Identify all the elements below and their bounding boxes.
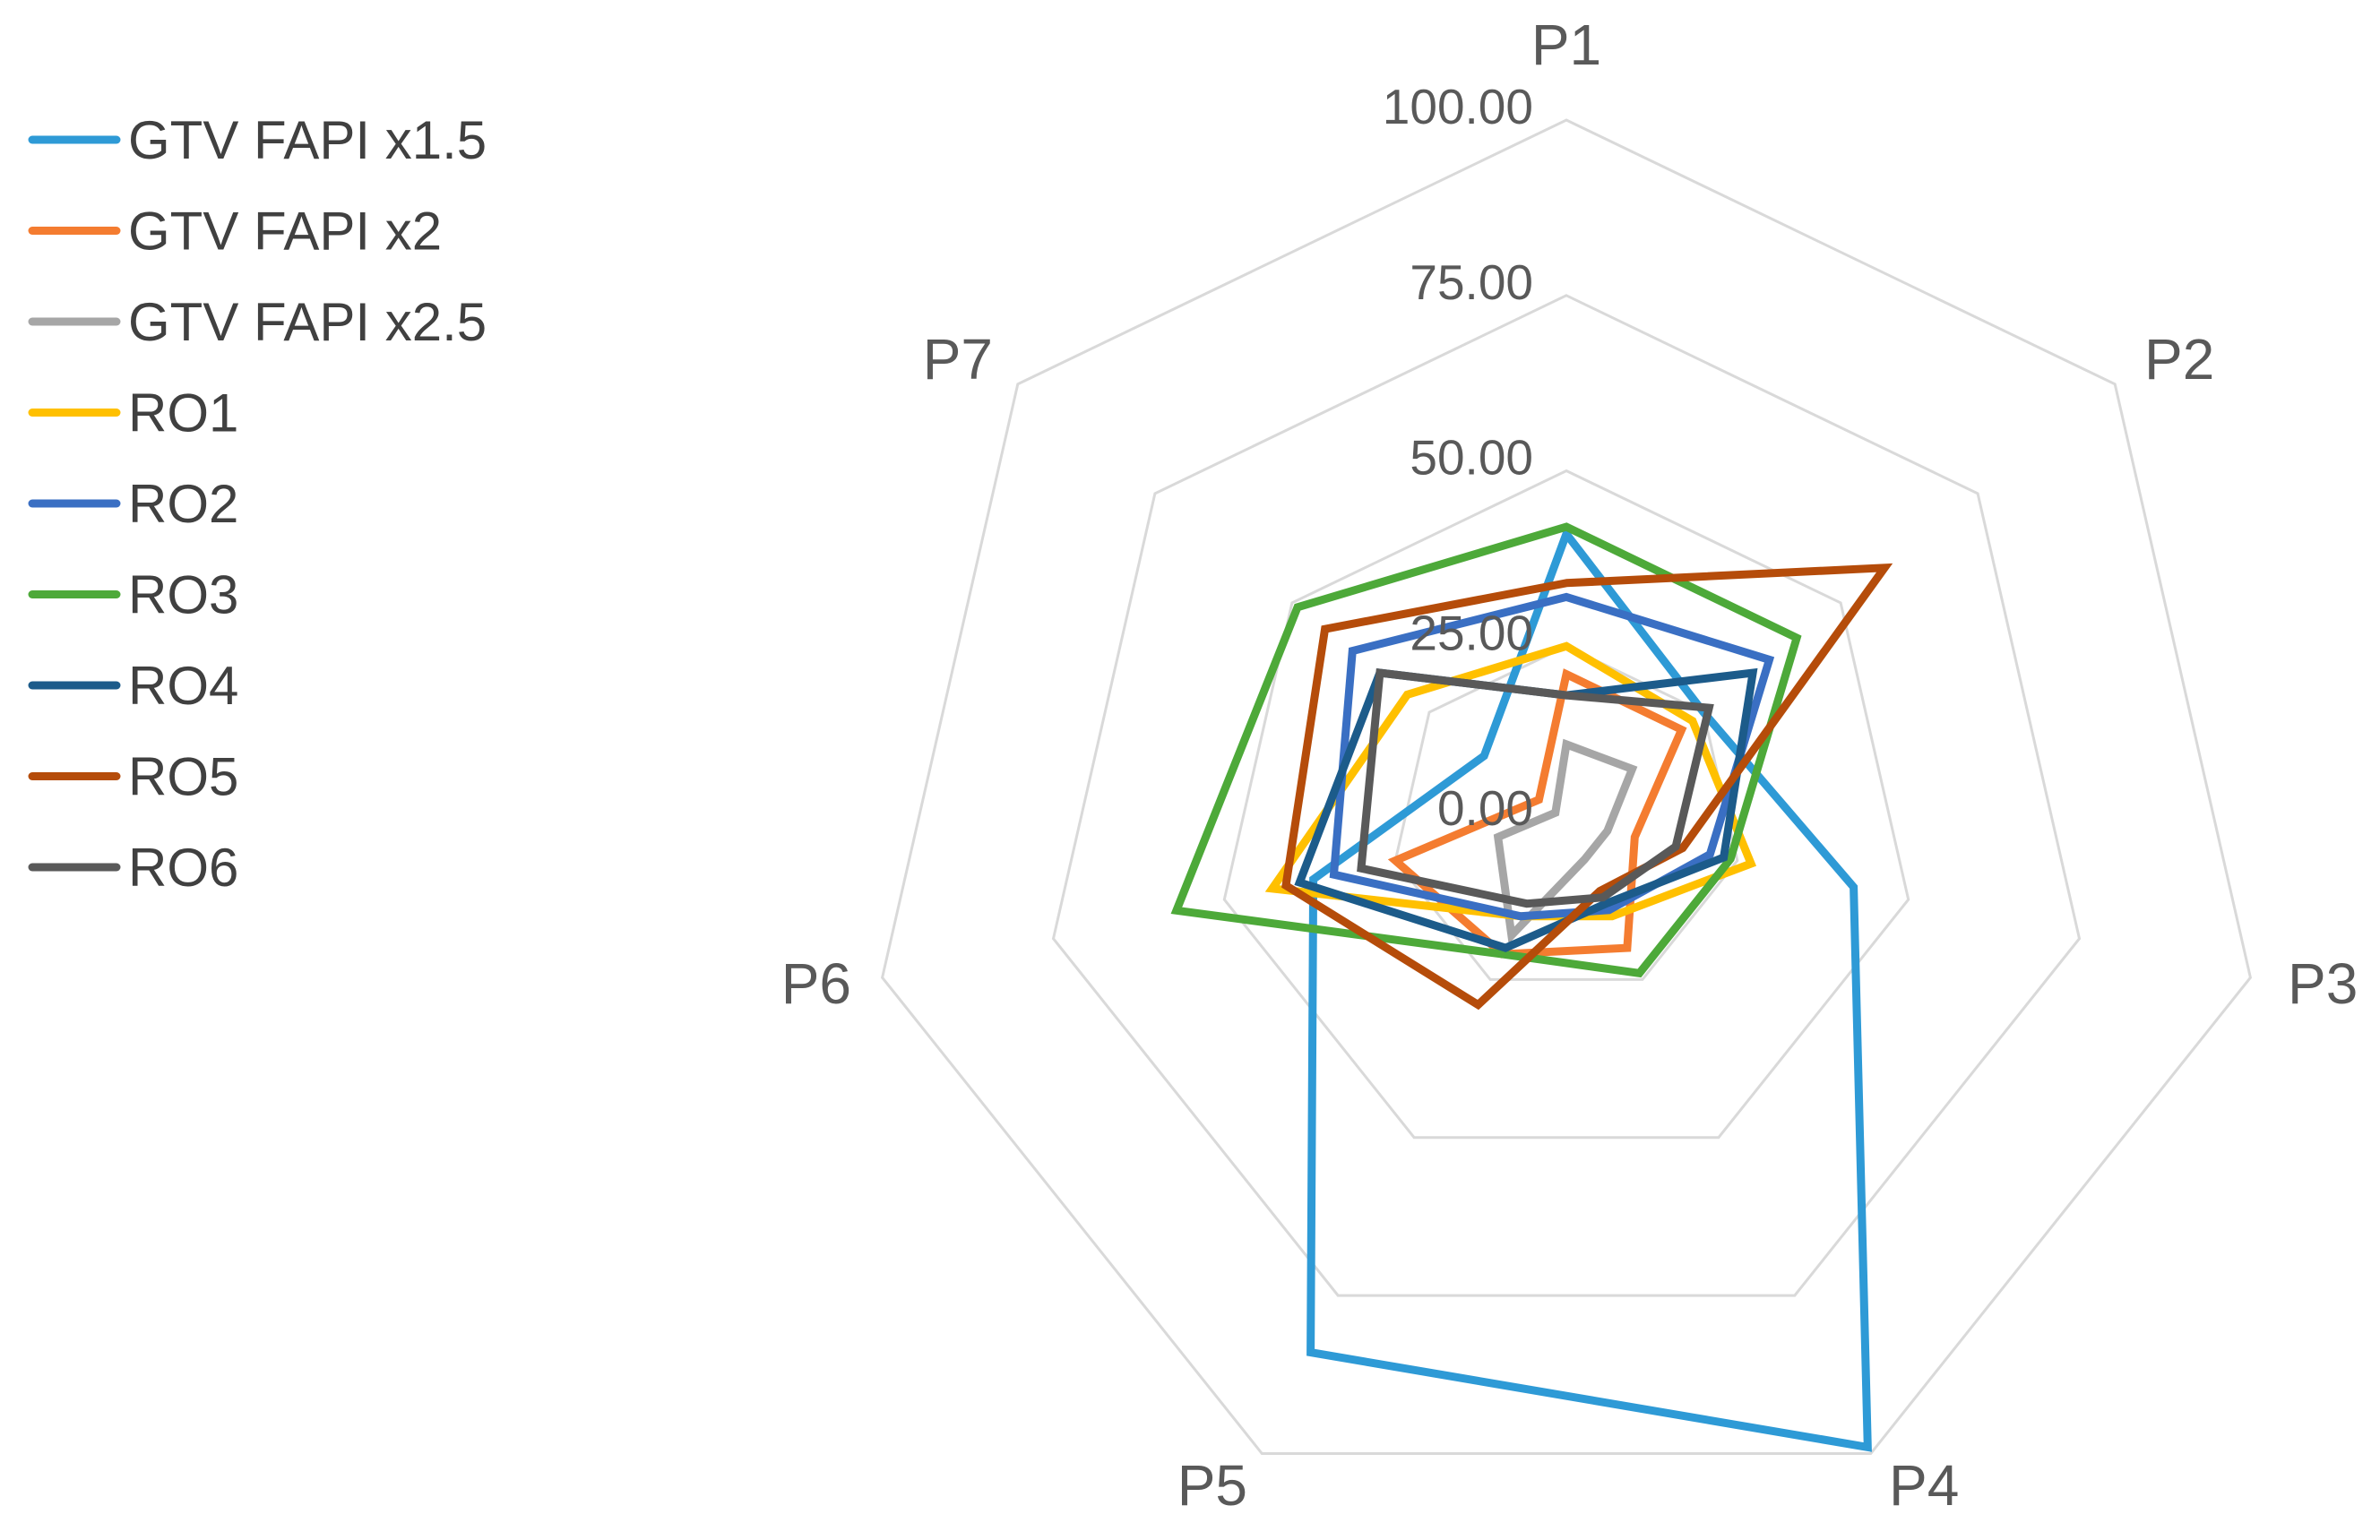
axis-label-p1: P1: [1531, 13, 1601, 77]
axis-label-p4: P4: [1889, 1453, 1959, 1518]
axis-label-p3: P3: [2288, 951, 2358, 1016]
legend-label-2: GTV FAPI x2.5: [128, 292, 487, 352]
series-line-4: [1329, 592, 1775, 921]
tick-label-0: 0.00: [1437, 780, 1533, 836]
tick-label-3: 75.00: [1410, 254, 1533, 310]
legend-label-8: RO6: [128, 838, 238, 898]
series-line-8: [1357, 667, 1714, 908]
axis-labels: P1 P2 P3 P4 P5 P6 P7: [781, 13, 2358, 1518]
tick-label-1: 25.00: [1410, 605, 1533, 660]
grid-ring-3: [1051, 294, 2082, 1297]
grid-layer: [880, 118, 2253, 1455]
series-line-0: [1306, 525, 1872, 1452]
legend: GTV FAPI x1.5 GTV FAPI x2 GTV FAPI x2.5 RO1…: [28, 110, 487, 898]
legend-label-1: GTV FAPI x2: [128, 202, 442, 262]
series-line-2: [1493, 738, 1638, 944]
axis-label-p7: P7: [923, 327, 993, 391]
series-line-1: [1387, 668, 1687, 959]
legend-label-3: RO1: [128, 383, 238, 443]
tick-labels: 0.00 25.00 50.00 75.00 100.00: [1383, 79, 1533, 836]
legend-label-6: RO4: [128, 656, 238, 716]
grid-ring-1: [1393, 644, 1739, 981]
axis-label-p6: P6: [781, 951, 851, 1016]
series-layer: [1170, 522, 1893, 1452]
legend-label-5: RO3: [128, 565, 238, 625]
series-line-7: [1281, 563, 1893, 1011]
series-line-6: [1294, 667, 1758, 952]
legend-label-7: RO5: [128, 747, 238, 807]
tick-label-4: 100.00: [1383, 79, 1533, 134]
axis-label-p2: P2: [2144, 327, 2214, 391]
grid-ring-4: [880, 118, 2253, 1455]
series-line-5: [1170, 522, 1802, 978]
legend-label-0: GTV FAPI x1.5: [128, 110, 487, 170]
axis-label-p5: P5: [1177, 1453, 1247, 1518]
tick-label-2: 50.00: [1410, 430, 1533, 486]
legend-label-4: RO2: [128, 474, 238, 534]
